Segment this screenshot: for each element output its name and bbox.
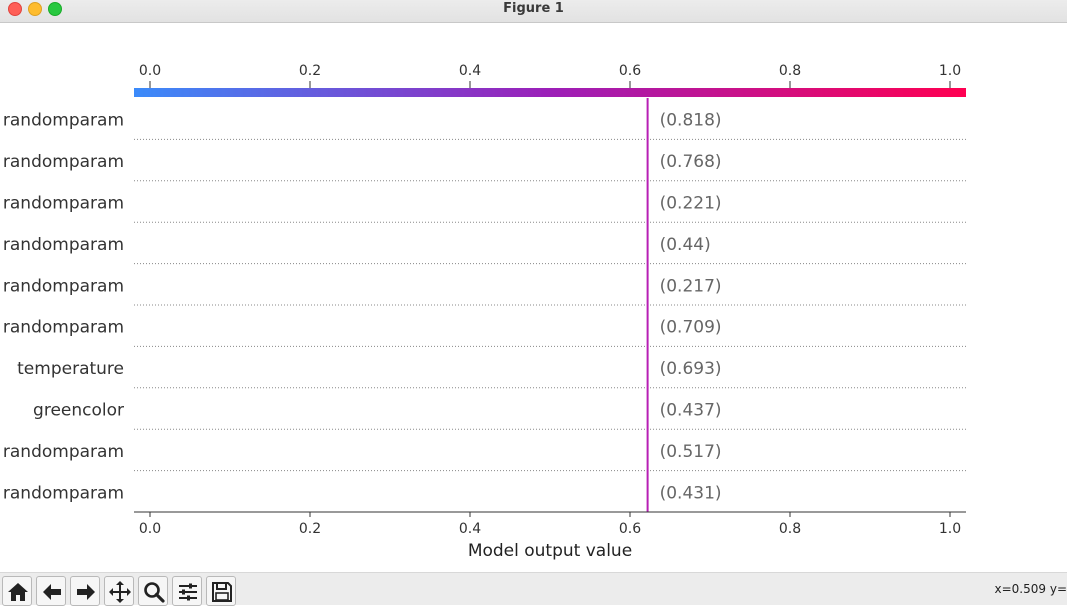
top-tick-label: 1.0 [939,63,961,79]
feature-value-label: (0.693) [660,359,722,379]
feature-value-label: (0.517) [660,442,722,462]
feature-value-label: (0.437) [660,401,722,421]
pan-icon [108,580,132,604]
feature-value-label: (0.768) [660,152,722,172]
feature-value-label: (0.44) [660,235,711,255]
bottom-tick-label: 1.0 [939,521,961,537]
zoom-icon [142,580,166,604]
feature-value-label: (0.221) [660,194,722,214]
feature-label: randomparam [3,276,124,296]
pan-button[interactable] [104,576,134,606]
x-axis-label: Model output value [468,541,632,561]
home-button[interactable] [2,576,32,606]
feature-label: greencolor [33,401,124,421]
navigation-toolbar: x=0.509 y= [0,572,1067,605]
zoom-button[interactable] [138,576,168,606]
decision-plot: 0.0 0.0 0.2 0.2 0.4 0.4 0.6 0.6 0.8 0.8 1.0 1.0 rand… [0,23,1067,571]
forward-button[interactable] [70,576,100,606]
bottom-tick-label: 0.4 [459,521,481,537]
feature-value-label: (0.217) [660,276,722,296]
save-button[interactable] [206,576,236,606]
top-tick-label: 0.0 [139,63,161,79]
cursor-coordinates: x=0.509 y= [995,582,1067,596]
back-arrow-icon [40,580,64,604]
feature-label: temperature [17,359,124,379]
feature-value-label: (0.818) [660,111,722,131]
back-button[interactable] [36,576,66,606]
feature-value-label: (0.709) [660,318,722,338]
top-tick-label: 0.2 [299,63,321,79]
home-icon [6,580,30,604]
feature-label: randomparam [3,152,124,172]
feature-label: randomparam [3,442,124,462]
bottom-tick-label: 0.0 [139,521,161,537]
top-tick-label: 0.8 [779,63,801,79]
window-titlebar: Figure 1 [0,0,1067,23]
colorbar [134,88,966,97]
feature-label: randomparam [3,111,124,131]
window-title: Figure 1 [0,1,1067,16]
bottom-tick-label: 0.2 [299,521,321,537]
feature-label: randomparam [3,235,124,255]
bottom-tick-label: 0.6 [619,521,641,537]
top-tick-label: 0.6 [619,63,641,79]
feature-label: randomparam [3,318,124,338]
feature-label: randomparam [3,483,124,503]
feature-value-label: (0.431) [660,483,722,503]
configure-subplots-button[interactable] [172,576,202,606]
bottom-tick-label: 0.8 [779,521,801,537]
save-icon [210,580,234,604]
feature-label: randomparam [3,194,124,214]
configure-subplots-icon [176,580,200,604]
forward-arrow-icon [74,580,98,604]
top-tick-label: 0.4 [459,63,481,79]
